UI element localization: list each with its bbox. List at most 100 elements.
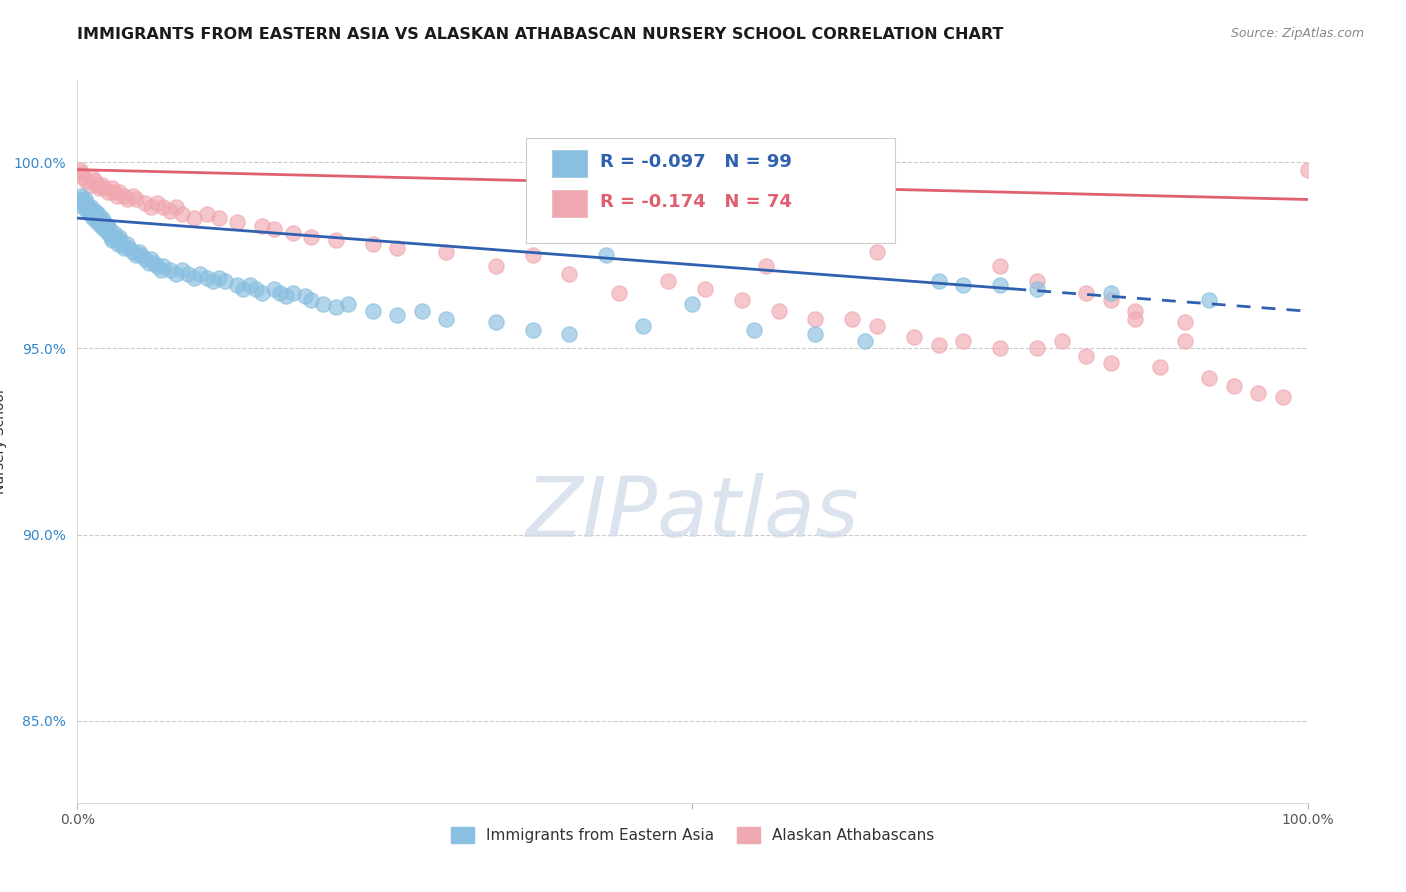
Point (558, 326, 581, 341)
FancyBboxPatch shape (526, 138, 896, 243)
Point (866, 244, 889, 259)
Text: R = -0.174   N = 74: R = -0.174 N = 74 (600, 193, 792, 211)
Point (385, 308, 409, 322)
Point (633, 319, 655, 334)
Point (118, 241, 141, 255)
Point (522, 248, 544, 262)
Point (436, 244, 458, 259)
Point (70, 166, 93, 180)
Point (742, 323, 765, 337)
Point (1174, 334, 1197, 348)
Point (82, 211, 104, 225)
Point (385, 241, 409, 255)
Point (89, 211, 111, 225)
Point (853, 334, 876, 348)
Point (195, 270, 218, 285)
Point (1099, 293, 1122, 307)
Point (325, 234, 347, 248)
Point (183, 211, 205, 225)
Point (281, 226, 304, 240)
Point (138, 256, 160, 270)
Point (1125, 311, 1147, 326)
Point (90, 211, 114, 225)
Point (952, 278, 974, 293)
Point (115, 237, 138, 252)
Point (103, 185, 125, 199)
Point (804, 326, 827, 341)
Point (337, 297, 360, 311)
Point (90, 219, 112, 233)
Text: ZIPatlas: ZIPatlas (526, 474, 859, 554)
Point (928, 337, 950, 351)
Point (101, 234, 124, 248)
Point (121, 244, 143, 259)
Point (755, 260, 778, 274)
Point (607, 285, 630, 300)
Point (110, 234, 132, 248)
Point (595, 248, 617, 262)
Point (250, 219, 273, 233)
Point (129, 248, 153, 262)
Point (263, 222, 285, 236)
Point (75, 174, 97, 188)
Point (928, 274, 950, 288)
Point (312, 297, 335, 311)
Legend: Immigrants from Eastern Asia, Alaskan Athabascans: Immigrants from Eastern Asia, Alaskan At… (444, 822, 941, 849)
Point (79, 207, 101, 221)
Point (263, 282, 285, 296)
Point (91, 219, 114, 233)
Point (159, 203, 181, 218)
Point (112, 241, 135, 255)
Text: IMMIGRANTS FROM EASTERN ASIA VS ALASKAN ATHABASCAN NURSERY SCHOOL CORRELATION CH: IMMIGRANTS FROM EASTERN ASIA VS ALASKAN … (77, 27, 1004, 42)
Point (77, 200, 100, 214)
Point (952, 334, 974, 348)
Point (177, 267, 200, 281)
Point (93, 181, 115, 195)
Point (1296, 162, 1319, 177)
Point (128, 244, 150, 259)
Point (988, 342, 1011, 356)
Point (105, 234, 128, 248)
Point (100, 229, 122, 244)
Point (188, 267, 212, 281)
Point (165, 200, 187, 214)
Point (214, 274, 236, 288)
Point (485, 315, 508, 329)
Point (150, 263, 173, 277)
Point (558, 267, 581, 281)
Point (105, 188, 128, 202)
Point (84, 207, 107, 221)
Point (804, 311, 827, 326)
Point (1198, 371, 1220, 385)
Point (98, 222, 121, 236)
Point (195, 207, 218, 221)
Point (299, 229, 322, 244)
Point (1076, 285, 1098, 300)
Point (72, 200, 94, 214)
Point (988, 260, 1011, 274)
Point (111, 237, 132, 252)
Point (1247, 386, 1270, 401)
Point (69, 193, 91, 207)
Point (299, 293, 322, 307)
Point (134, 252, 156, 266)
Point (86, 215, 108, 229)
Point (1149, 359, 1171, 374)
Point (73, 193, 96, 207)
Point (361, 304, 384, 318)
Point (97, 226, 120, 240)
Point (146, 260, 169, 274)
Point (89, 215, 111, 229)
Point (1099, 285, 1122, 300)
Point (361, 237, 384, 252)
Point (108, 229, 131, 244)
Point (83, 174, 105, 188)
Point (294, 289, 316, 303)
Point (276, 289, 298, 303)
Point (75, 196, 97, 211)
Point (731, 293, 754, 307)
Point (522, 323, 544, 337)
Point (121, 188, 143, 202)
Bar (551, 188, 588, 218)
Point (245, 282, 267, 296)
